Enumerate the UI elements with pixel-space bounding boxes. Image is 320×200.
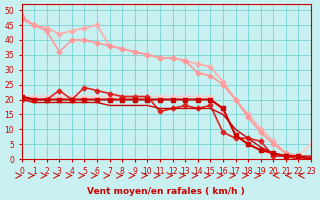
- X-axis label: Vent moyen/en rafales ( km/h ): Vent moyen/en rafales ( km/h ): [87, 187, 245, 196]
